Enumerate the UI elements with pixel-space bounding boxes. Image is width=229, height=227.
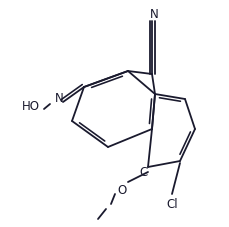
Text: C: C bbox=[140, 166, 148, 179]
Text: N: N bbox=[150, 7, 158, 20]
Text: Cl: Cl bbox=[166, 198, 178, 211]
Text: N: N bbox=[55, 91, 63, 104]
Text: HO: HO bbox=[22, 99, 40, 112]
Text: O: O bbox=[117, 184, 127, 197]
